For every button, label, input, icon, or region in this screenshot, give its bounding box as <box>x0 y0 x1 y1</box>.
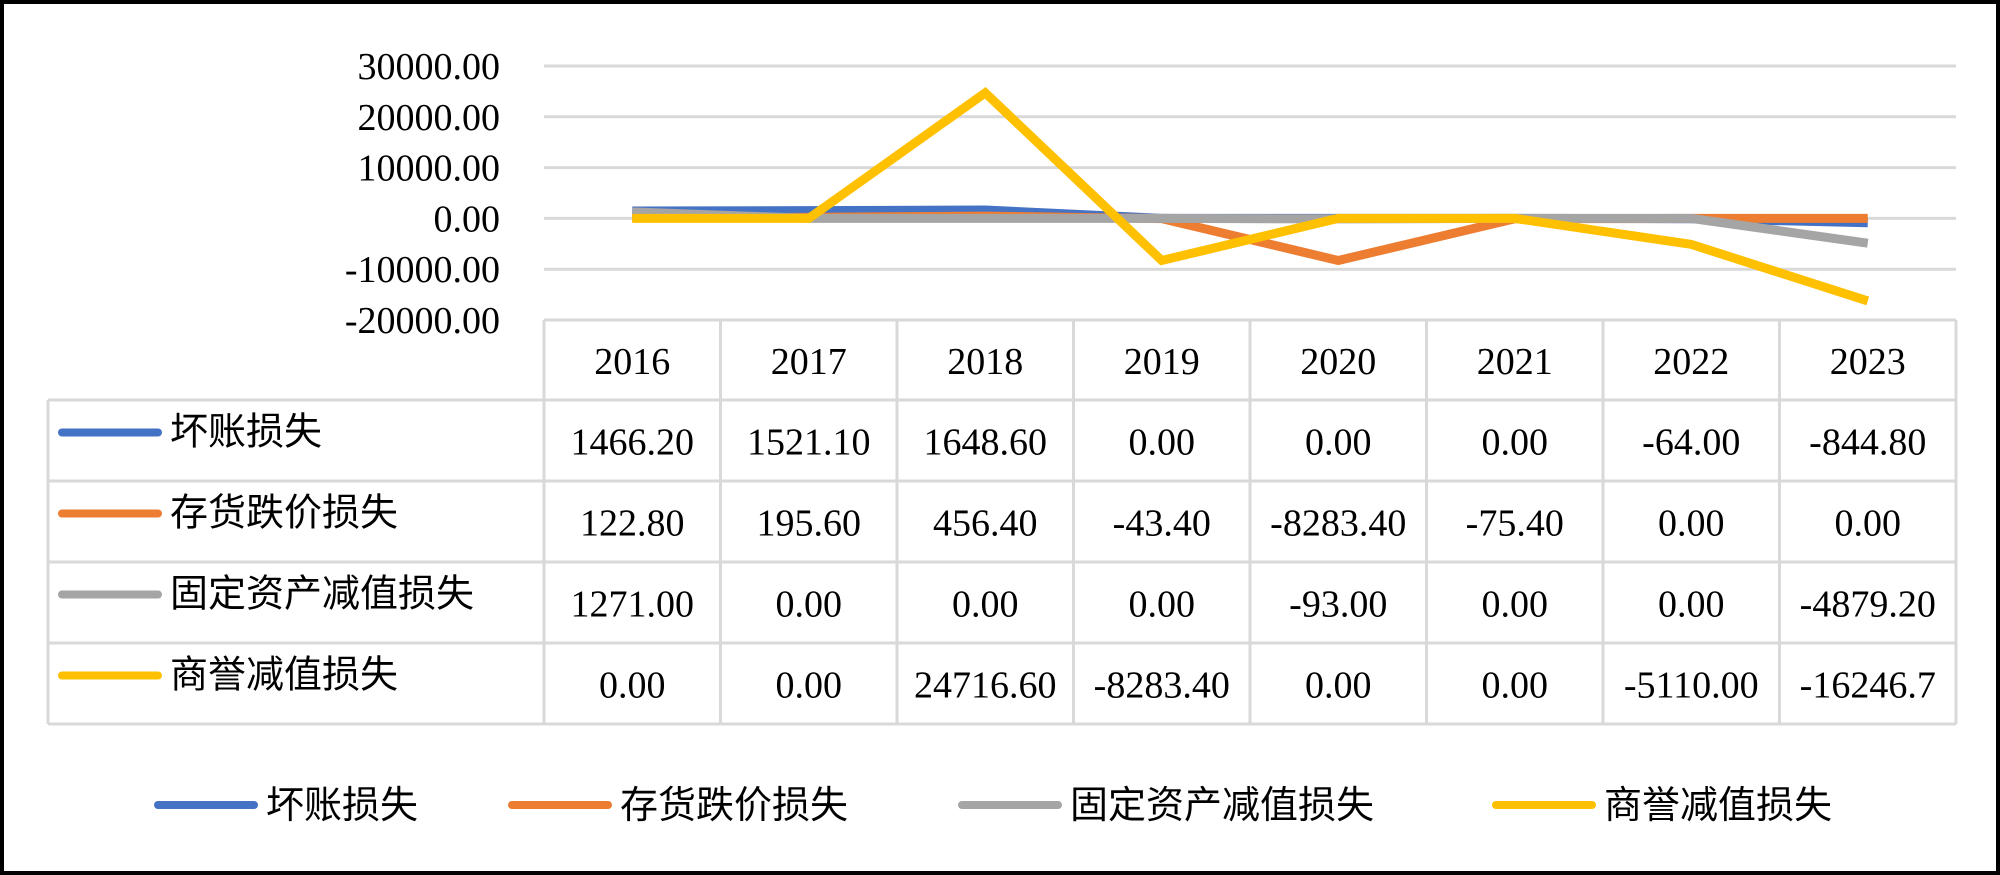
legend: 坏账损失 存货跌价损失 固定资产减值损失 商誉减值损失 <box>154 785 1832 827</box>
data-label: 0.00 <box>776 665 843 707</box>
legend-label: 存货跌价损失 <box>620 785 848 827</box>
x-tick-label: 2018 <box>947 341 1023 383</box>
table-series-name: 商誉减值损失 <box>170 655 398 697</box>
data-label: 0.00 <box>599 665 666 707</box>
data-label: -16246.7 <box>1800 665 1936 707</box>
data-label: 0.00 <box>952 584 1019 626</box>
data-label: 0.00 <box>1305 422 1372 464</box>
y-tick-label: -10000.00 <box>345 249 500 291</box>
series-line <box>632 87 1870 306</box>
data-label: 0.00 <box>1658 503 1725 545</box>
table-series-name: 固定资产减值损失 <box>170 574 474 616</box>
y-axis-tick-labels: 30000.00 20000.00 10000.00 0.00 -10000.00 -20… <box>345 46 500 342</box>
y-tick-label: 30000.00 <box>358 46 501 88</box>
data-label: 0.00 <box>1482 422 1549 464</box>
table-series-name: 存货跌价损失 <box>170 493 398 535</box>
data-label: 0.00 <box>1658 584 1725 626</box>
series-line <box>632 207 1869 248</box>
series-lines <box>632 87 1870 306</box>
data-label: 0.00 <box>776 584 843 626</box>
data-label: -43.40 <box>1113 503 1211 545</box>
table-series-name: 坏账损失 <box>170 412 322 454</box>
y-tick-label: 20000.00 <box>358 97 501 139</box>
data-table: 2016 2017 2018 2019 2020 2021 2022 2023 坏账损失 1466… <box>46 318 1958 726</box>
x-tick-label: 2017 <box>771 341 847 383</box>
data-label: 0.00 <box>1482 665 1549 707</box>
y-tick-label: 0.00 <box>434 198 501 240</box>
data-label: 1271.00 <box>571 584 695 626</box>
legend-label: 固定资产减值损失 <box>1070 785 1374 827</box>
data-label: 24716.60 <box>914 665 1057 707</box>
data-label: 0.00 <box>1482 584 1549 626</box>
data-label: -64.00 <box>1642 422 1740 464</box>
data-label: -844.80 <box>1809 422 1926 464</box>
data-label: -75.40 <box>1466 503 1564 545</box>
data-label: -8283.40 <box>1094 665 1230 707</box>
data-label: -93.00 <box>1289 584 1387 626</box>
x-tick-label: 2021 <box>1477 341 1553 383</box>
data-label: 122.80 <box>580 503 685 545</box>
data-label: -8283.40 <box>1270 503 1406 545</box>
data-label: 195.60 <box>757 503 862 545</box>
data-label: 1648.60 <box>924 422 1048 464</box>
x-tick-label: 2016 <box>594 341 670 383</box>
x-tick-label: 2022 <box>1653 341 1729 383</box>
x-tick-label: 2019 <box>1124 341 1200 383</box>
data-label: 0.00 <box>1129 422 1196 464</box>
data-label: 0.00 <box>1305 665 1372 707</box>
data-label: 0.00 <box>1129 584 1196 626</box>
data-label: 1466.20 <box>571 422 695 464</box>
legend-label: 商誉减值损失 <box>1604 785 1832 827</box>
data-label: 1521.10 <box>747 422 871 464</box>
x-tick-label: 2023 <box>1830 341 1906 383</box>
data-label: -5110.00 <box>1624 665 1759 707</box>
x-tick-label: 2020 <box>1300 341 1376 383</box>
data-label: 0.00 <box>1835 503 1902 545</box>
data-label: -4879.20 <box>1800 584 1936 626</box>
y-tick-label: -20000.00 <box>345 300 500 342</box>
legend-label: 坏账损失 <box>266 785 418 827</box>
data-label: 456.40 <box>933 503 1038 545</box>
y-tick-label: 10000.00 <box>358 148 501 190</box>
